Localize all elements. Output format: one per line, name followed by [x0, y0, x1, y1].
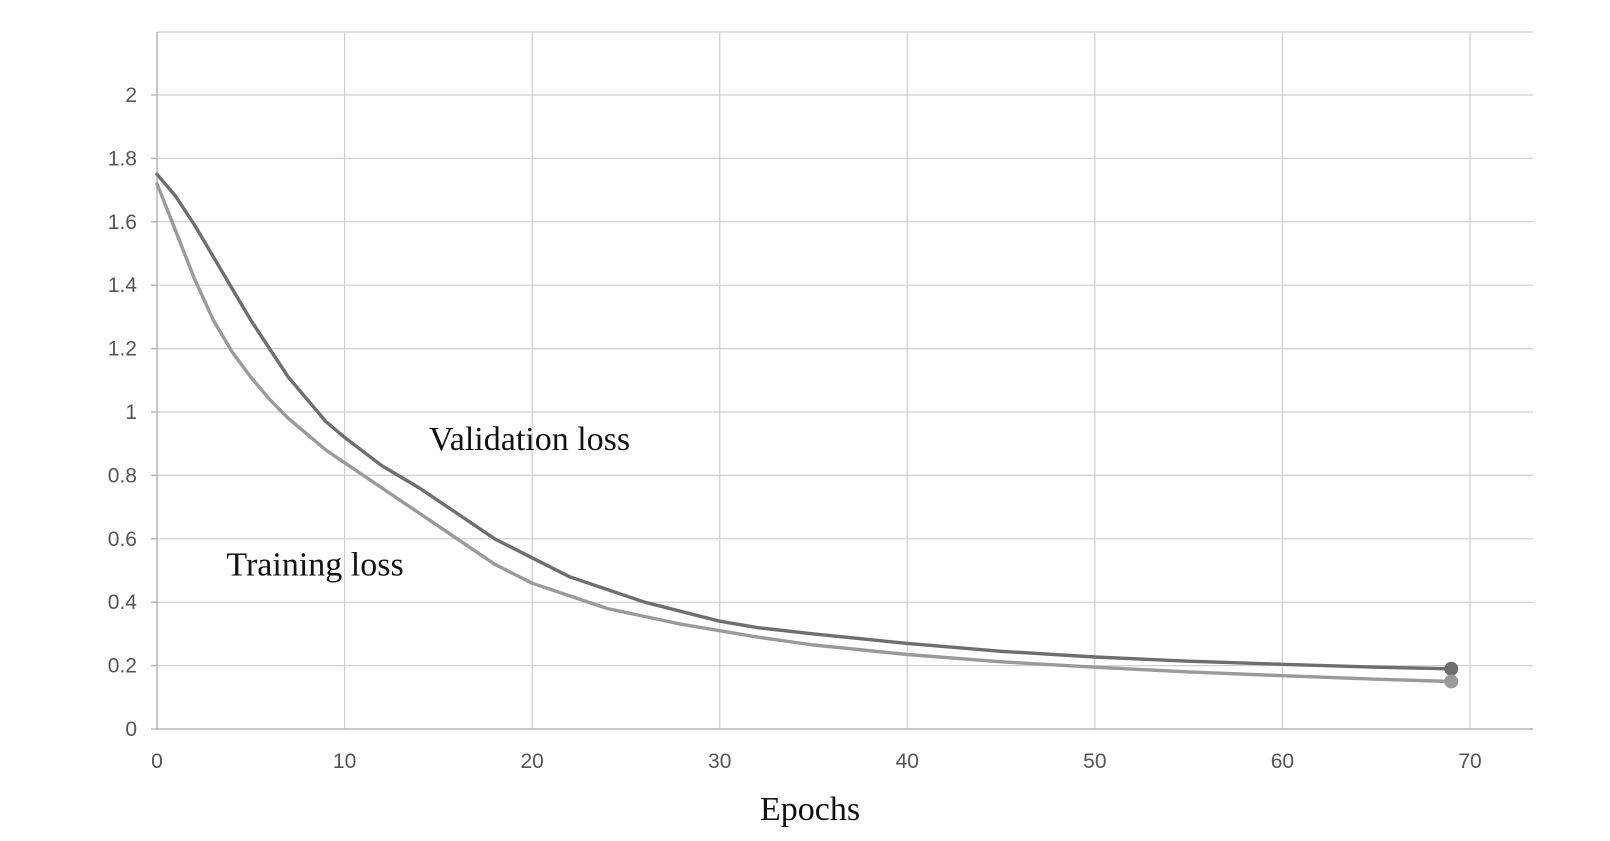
x-tick-label: 30: [708, 750, 731, 773]
series-layer: [155, 172, 1459, 689]
x-tick-labels: 0 10 20 30 40 50 60 70: [151, 750, 1482, 773]
y-gridlines: [157, 31, 1533, 667]
series-annotations: Validation loss Training loss: [226, 421, 630, 583]
x-tick-label: 40: [896, 750, 919, 773]
series-line-training: [155, 182, 1453, 684]
x-tick-label: 70: [1458, 750, 1481, 773]
y-tick-label: 1.6: [108, 211, 137, 234]
x-tick-label: 10: [333, 750, 356, 773]
series-annotation-training: Training loss: [226, 546, 403, 583]
y-tick-label: 1.8: [108, 147, 137, 170]
series-line-validation: [155, 172, 1453, 671]
y-tick-labels: 0 0.2 0.4 0.6 0.8 1 1.2 1.4 1.6 1.8 2: [108, 84, 138, 741]
y-tick-label: 0.4: [108, 591, 138, 614]
y-tick-label: 1.4: [108, 274, 138, 297]
y-tick-label: 0.8: [108, 464, 137, 487]
series-end-marker-training: [1444, 674, 1459, 689]
x-gridlines: [156, 32, 1471, 729]
x-tick-label: 60: [1271, 750, 1294, 773]
y-tick-label: 0: [125, 718, 137, 741]
x-tick-label: 0: [151, 750, 163, 773]
y-tick-label: 0.2: [108, 655, 137, 678]
y-tick-label: 1: [125, 401, 137, 424]
y-tick-label: 1.2: [108, 338, 137, 361]
x-axis-title: Epochs: [760, 791, 860, 828]
axes: [151, 32, 1533, 730]
y-tick-label: 0.6: [108, 528, 137, 551]
series-end-marker-validation: [1444, 661, 1459, 676]
y-tick-label: 2: [125, 84, 137, 107]
series-annotation-validation: Validation loss: [429, 421, 630, 458]
x-tick-label: 50: [1083, 750, 1106, 773]
x-tick-label: 20: [520, 750, 543, 773]
